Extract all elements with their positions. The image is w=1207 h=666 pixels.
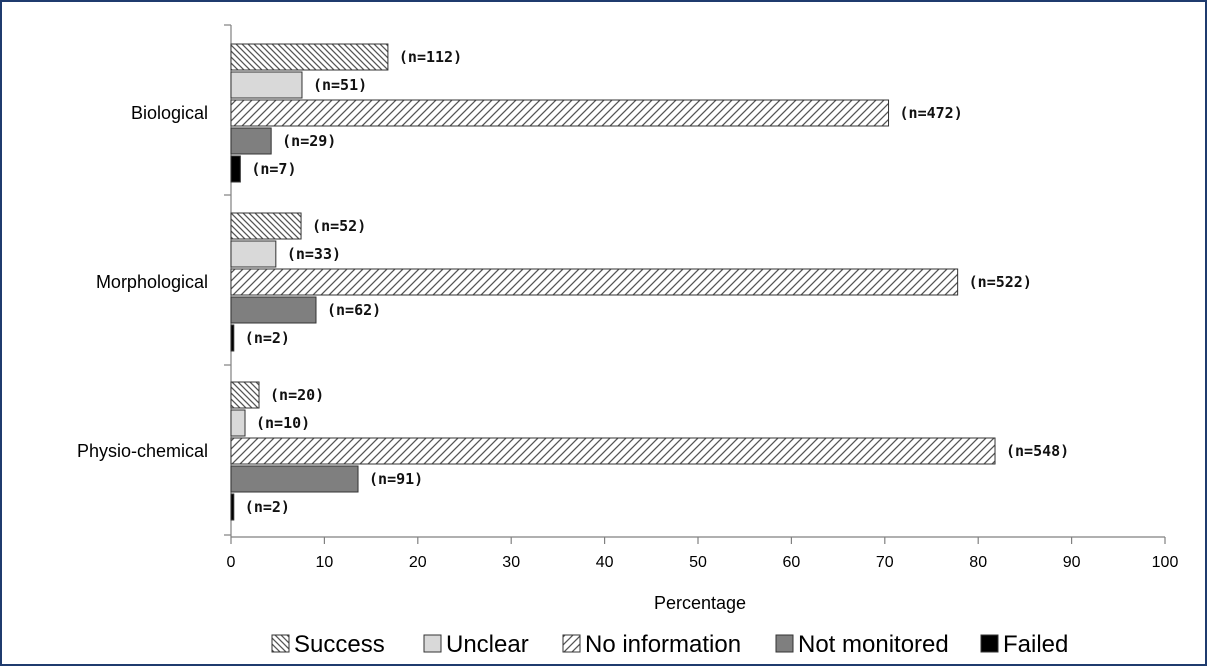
category-label-biological: Biological [131, 103, 208, 123]
data-label-unclear-morphological: (n=33) [287, 245, 341, 263]
data-label-success-physio-chemical: (n=20) [270, 386, 324, 404]
data-label-no-information-morphological: (n=522) [969, 273, 1032, 291]
x-tick-label: 70 [876, 554, 894, 571]
x-tick-label: 80 [969, 554, 987, 571]
x-axis-title: Percentage [654, 593, 746, 613]
data-label-not-monitored-biological: (n=29) [282, 132, 336, 150]
legend-label-failed: Failed [1003, 631, 1068, 658]
data-label-no-information-physio-chemical: (n=548) [1006, 442, 1069, 460]
legend-label-success: Success [294, 631, 385, 658]
data-label-no-information-biological: (n=472) [900, 104, 963, 122]
bar-failed-biological [230, 155, 241, 183]
x-tick-label: 20 [409, 554, 427, 571]
legend-swatch-no-information [562, 634, 581, 653]
bar-no-information-morphological [230, 268, 959, 296]
data-label-success-morphological: (n=52) [312, 217, 366, 235]
bar-no-information-biological [230, 99, 890, 127]
bar-unclear-morphological [230, 240, 277, 268]
legend-label-no-information: No information [585, 631, 741, 658]
bar-unclear-biological [230, 71, 303, 99]
data-label-not-monitored-morphological: (n=62) [327, 301, 381, 319]
bar-success-physio-chemical [230, 381, 260, 409]
legend-swatch-success [271, 634, 290, 653]
bar-not-monitored-physio-chemical [230, 465, 359, 493]
data-label-failed-morphological: (n=2) [245, 329, 290, 347]
bar-failed-physio-chemical [230, 493, 235, 521]
legend-swatch-unclear [423, 634, 442, 653]
bar-not-monitored-biological [230, 127, 272, 155]
data-label-unclear-biological: (n=51) [313, 76, 367, 94]
bar-success-biological [230, 43, 389, 71]
x-tick-label: 10 [316, 554, 334, 571]
legend-label-unclear: Unclear [446, 631, 529, 658]
category-label-morphological: Morphological [96, 272, 208, 292]
bar-no-information-physio-chemical [230, 437, 996, 465]
x-tick-label: 0 [227, 554, 236, 571]
x-tick-label: 60 [783, 554, 801, 571]
bar-success-morphological [230, 212, 302, 240]
legend-label-not-monitored: Not monitored [798, 631, 949, 658]
x-tick-label: 50 [689, 554, 707, 571]
data-label-failed-physio-chemical: (n=2) [245, 498, 290, 516]
legend-swatch-failed [980, 634, 999, 653]
bar-not-monitored-morphological [230, 296, 317, 324]
x-tick-label: 30 [502, 554, 520, 571]
x-tick-label: 40 [596, 554, 614, 571]
bar-unclear-physio-chemical [230, 409, 246, 437]
category-label-physio-chemical: Physio-chemical [77, 441, 208, 461]
data-label-unclear-physio-chemical: (n=10) [256, 414, 310, 432]
bar-failed-morphological [230, 324, 235, 352]
x-tick-label: 100 [1152, 554, 1179, 571]
data-label-success-biological: (n=112) [399, 48, 462, 66]
x-tick-label: 90 [1063, 554, 1081, 571]
data-label-not-monitored-physio-chemical: (n=91) [369, 470, 423, 488]
legend-swatch-not-monitored [775, 634, 794, 653]
data-label-failed-biological: (n=7) [251, 160, 296, 178]
